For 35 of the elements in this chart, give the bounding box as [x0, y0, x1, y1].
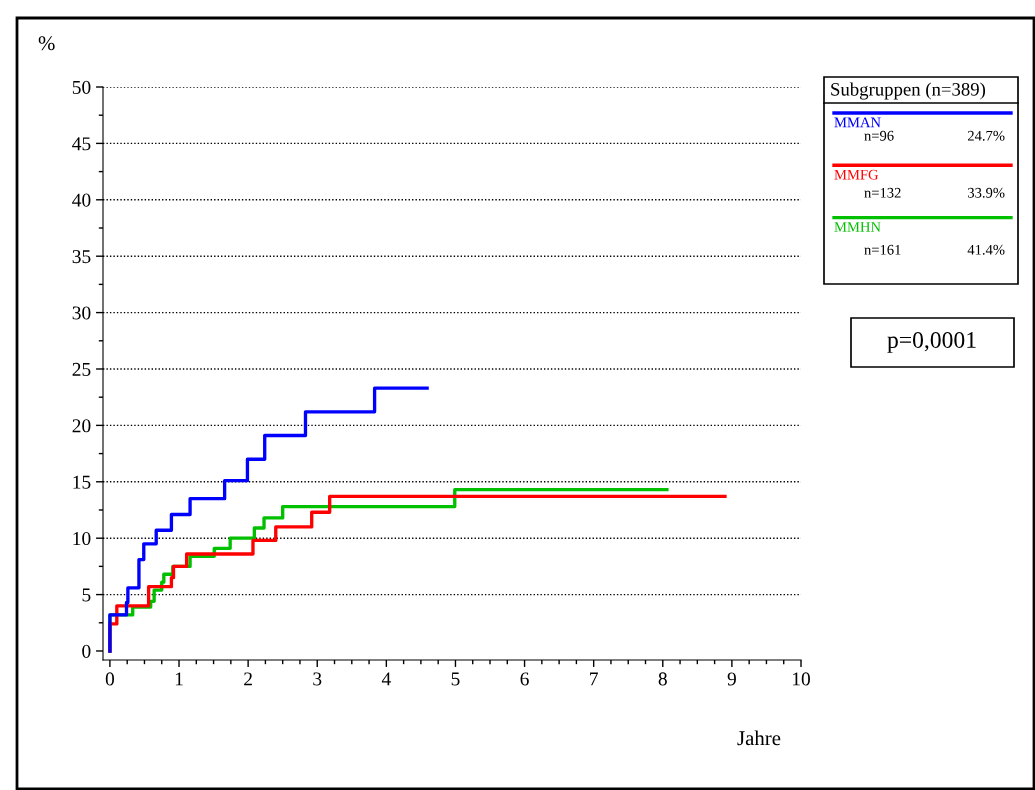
x-tick-label: 6: [520, 672, 529, 686]
text: 24.7%: [967, 130, 1005, 141]
y-tick-label: 20: [72, 419, 91, 433]
y-tick-label: 5: [82, 588, 91, 602]
text: p=0,0001: [887, 331, 976, 353]
x-tick-label: 9: [727, 672, 736, 686]
y-tick-label: 30: [72, 306, 91, 320]
text: MMAN: [834, 117, 881, 128]
x-tick-label: 4: [381, 672, 391, 686]
text: 33.9%: [968, 187, 1005, 198]
text: n=132: [864, 187, 901, 198]
text: n=161: [864, 244, 901, 255]
text: 41.4%: [967, 244, 1005, 255]
x-tick-label: 10: [792, 672, 810, 686]
y-axis-title: %: [38, 36, 55, 51]
y-tick-label: 10: [73, 532, 91, 546]
text: MMFG: [834, 169, 879, 180]
x-axis-title: Jahre: [737, 730, 781, 746]
x-tick-label: 2: [244, 672, 252, 686]
x-tick-label: 3: [313, 672, 322, 686]
x-tick-label: 0: [105, 672, 115, 686]
y-tick-label: 0: [82, 644, 91, 658]
y-tick-label: 45: [72, 137, 91, 151]
y-tick-label: 50: [72, 80, 91, 94]
legend-title: Subgruppen (n=389): [831, 82, 986, 100]
x-tick-label: 8: [658, 672, 667, 686]
y-tick-label: 15: [73, 475, 91, 489]
y-tick-label: 25: [72, 362, 91, 376]
text: n=96: [864, 130, 894, 141]
x-tick-label: 1: [175, 672, 183, 686]
y-tick-label: 35: [72, 250, 91, 264]
y-tick-label: 40: [72, 193, 91, 207]
text: MMHN: [834, 222, 881, 232]
x-tick-label: 5: [451, 672, 460, 686]
x-tick-label: 7: [590, 672, 598, 686]
